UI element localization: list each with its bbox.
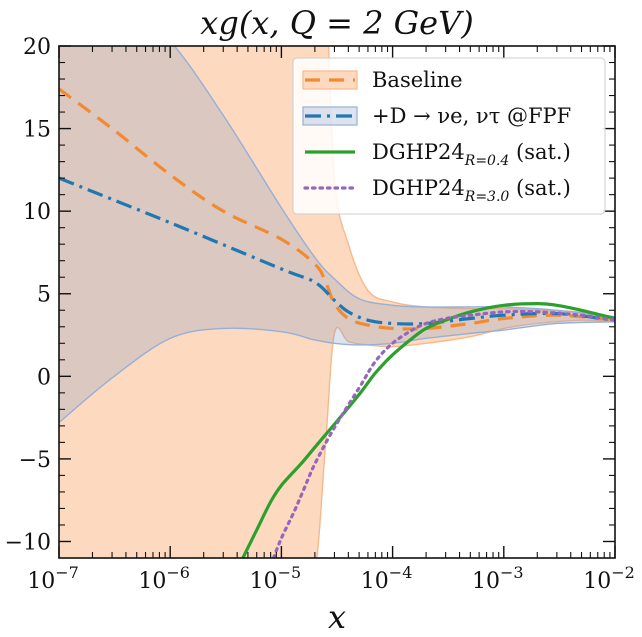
legend-item-fpf: +D → νe, ντ @FPF bbox=[302, 104, 571, 128]
band-lower-edge bbox=[59, 321, 615, 424]
x-tick-label: 10−5 bbox=[250, 563, 302, 594]
line-baseline bbox=[59, 87, 615, 331]
line-dghp24-r30 bbox=[271, 309, 615, 558]
x-axis-label: x bbox=[328, 598, 346, 636]
plot-frame bbox=[58, 45, 616, 559]
legend-item-dghp24-r30: DGHP24R=3.0 (sat.) bbox=[303, 176, 571, 205]
y-tick-label: 0 bbox=[37, 365, 51, 390]
legend-label: Baseline bbox=[372, 68, 463, 92]
y-tick-label: 5 bbox=[37, 283, 51, 308]
x-tick-label: 10−7 bbox=[27, 563, 79, 594]
legend: Baseline +D → νe, ντ @FPF DGHP24R=0.4 (sat… bbox=[292, 57, 606, 215]
x-tick-label: 10−2 bbox=[583, 563, 635, 594]
line-fpf bbox=[59, 176, 615, 326]
axis-ticks bbox=[58, 45, 616, 558]
x-tick-label: 10−4 bbox=[361, 563, 413, 594]
legend-item-dghp24-r04: DGHP24R=0.4 (sat.) bbox=[305, 140, 571, 169]
legend-item-baseline: Baseline bbox=[302, 68, 463, 92]
x-tick-label: 10−6 bbox=[138, 563, 190, 594]
band-baseline bbox=[59, 46, 615, 558]
legend-label: +D → νe, ντ @FPF bbox=[372, 104, 571, 128]
y-tick-label: 10 bbox=[23, 200, 51, 225]
y-tick-label: −10 bbox=[5, 530, 51, 555]
y-tick-label: −5 bbox=[19, 448, 51, 473]
chart-title: xg(x, Q = 2 GeV) bbox=[200, 4, 473, 42]
legend-label: DGHP24R=0.4 (sat.) bbox=[372, 140, 571, 169]
line-dghp24-r04 bbox=[241, 302, 615, 558]
legend-box bbox=[292, 57, 606, 215]
y-tick-label: 15 bbox=[23, 118, 51, 143]
legend-label: DGHP24R=3.0 (sat.) bbox=[372, 176, 571, 205]
series-lines bbox=[59, 87, 615, 558]
band-lower-edge bbox=[316, 319, 615, 558]
band-fpf bbox=[59, 46, 615, 423]
axis-tick-labels: 10−7 10−6 10−5 10−4 10−3 10−2 20 15 10 5 0 −5 −10 bbox=[5, 35, 635, 594]
x-tick-label: 10−3 bbox=[472, 563, 524, 594]
y-tick-label: 20 bbox=[23, 35, 51, 60]
